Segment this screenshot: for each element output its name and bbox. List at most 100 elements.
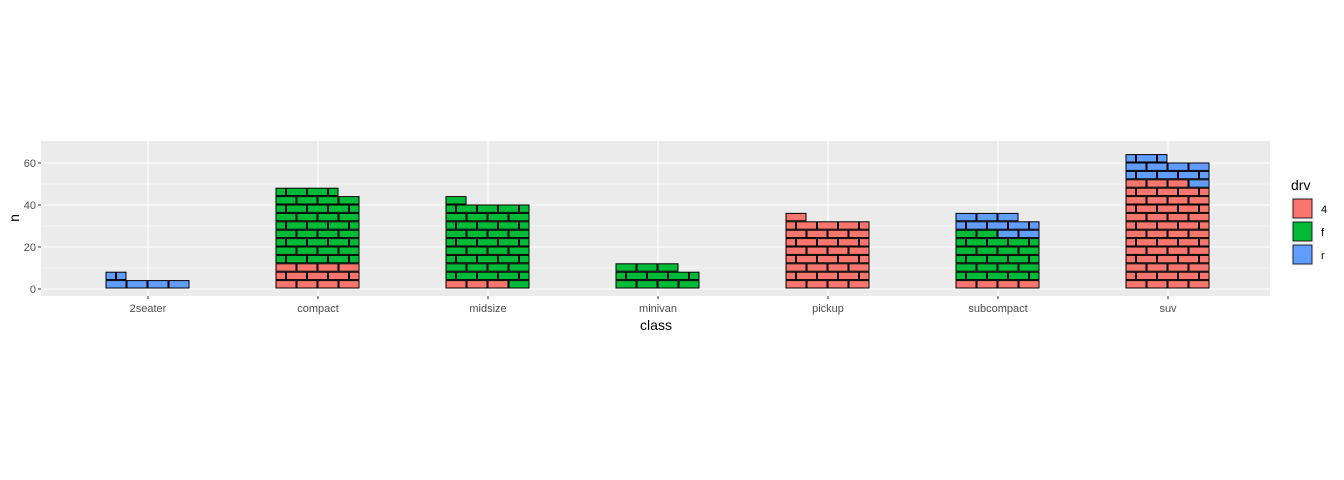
brick-pickup [785,246,807,255]
brick-minivan [615,263,637,272]
brick-compact [317,229,339,239]
brick-suv [1199,271,1210,281]
brick-subcompact [966,271,987,281]
legend-label-f: f [1321,227,1325,239]
brick-midsize [456,254,477,264]
brick-suv [1136,254,1157,264]
brick-subcompact [1029,254,1040,264]
brick-subcompact [1008,254,1029,264]
brick-subcompact [997,229,1019,239]
brick-compact [296,263,318,272]
brick-subcompact [955,221,966,230]
brick-subcompact [997,246,1019,255]
brick-suv [1136,187,1157,197]
brick-suv [1178,187,1199,197]
brick-suv [1167,246,1189,255]
brick-midsize [477,271,498,281]
brick-compact [296,229,318,239]
brick-2seater [126,280,148,289]
brick-midsize [487,246,509,255]
brick-minivan [657,280,679,289]
brick-pickup [785,212,807,222]
brick-midsize [466,246,488,255]
brick-2seater [105,280,127,289]
brick-midsize [445,254,456,264]
brick-pickup [806,263,828,272]
brick-suv [1188,179,1210,188]
brick-compact [307,271,328,281]
brick-suv [1125,221,1136,230]
brick-suv [1199,187,1210,197]
brick-pickup [796,221,817,230]
brick-suv [1125,187,1136,197]
brick-suv [1178,238,1199,247]
brick-compact [296,280,318,289]
brick-midsize [487,229,509,239]
brick-pickup [785,238,796,247]
brick-compact [349,238,360,247]
brick-suv [1136,170,1157,180]
brick-suv [1178,204,1199,213]
brick-compact [275,238,286,247]
brick-pickup [785,271,796,281]
brick-pickup [827,280,849,289]
brick-suv [1146,212,1168,222]
legend: drv 4 fr [1291,177,1327,266]
brick-midsize [508,229,530,239]
brick-minivan [647,271,668,281]
brick-suv [1125,196,1147,205]
brick-compact [286,204,307,213]
brick-midsize [445,271,456,281]
brick-compact [317,263,339,272]
brick-compact [317,246,339,255]
brick-subcompact [976,263,998,272]
brick-pickup [848,229,870,239]
brick-compact [275,229,297,239]
brick-compact [307,238,328,247]
x-tick-label: compact [297,303,339,315]
brick-compact [328,271,349,281]
legend-key-r [1292,244,1313,265]
brick-pickup [806,246,828,255]
brick-midsize [498,221,519,230]
brick-suv [1146,162,1168,171]
brick-subcompact [1008,221,1029,230]
brick-suv [1188,229,1210,239]
brick-compact [328,254,349,264]
brick-midsize [487,212,509,222]
x-tick-label: suv [1159,303,1177,315]
brick-midsize [466,280,488,289]
brick-suv [1146,263,1168,272]
brick-midsize [487,263,509,272]
brick-midsize [477,221,498,230]
brick-midsize [519,238,530,247]
brick-midsize [445,263,467,272]
brick-subcompact [1029,238,1040,247]
brick-compact [338,212,360,222]
brick-suv [1199,204,1210,213]
brick-pickup [848,263,870,272]
brick-suv [1178,170,1199,180]
brick-compact [275,280,297,289]
brick-compact [286,221,307,230]
brick-pickup [796,238,817,247]
brick-pickup [785,280,807,289]
brick-midsize [466,229,488,239]
brick-compact [349,204,360,213]
brick-pickup [785,254,796,264]
brick-pickup [838,238,859,247]
legend-label-r: r [1321,250,1325,262]
brick-subcompact [976,246,998,255]
brick-suv [1199,221,1210,230]
brick-minivan [657,263,679,272]
brick-suv [1136,204,1157,213]
brick-pickup [817,254,838,264]
brick-suv [1188,280,1210,289]
brick-2seater [105,271,116,281]
brick-midsize [487,280,509,289]
brick-midsize [456,238,477,247]
brick-suv [1157,154,1168,163]
brick-suv [1167,196,1189,205]
brick-suv [1178,254,1199,264]
brick-compact [275,271,286,281]
